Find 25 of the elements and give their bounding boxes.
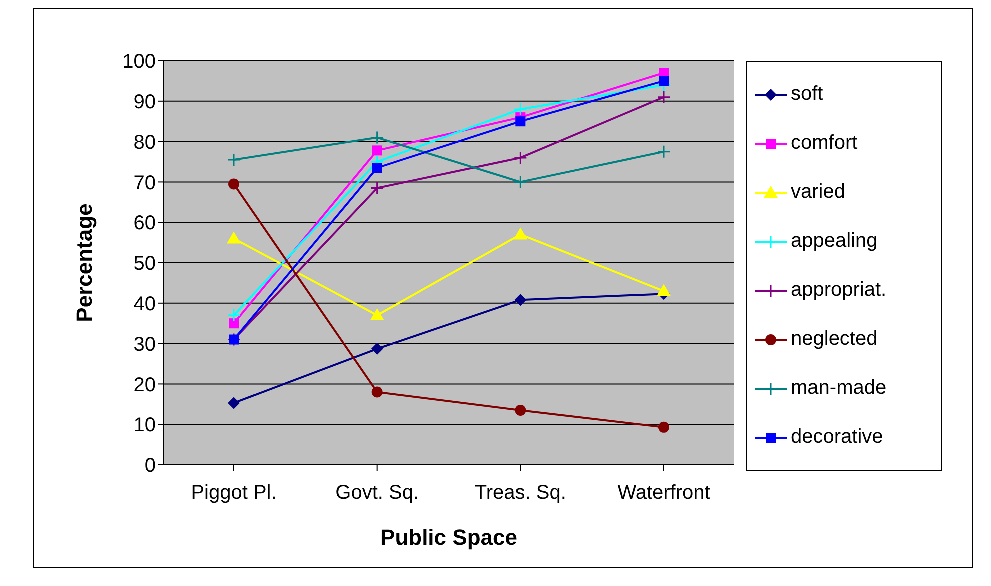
y-tick-label: 40 [134,294,156,316]
x-tick-label: Treas. Sq. [474,482,566,504]
legend-label: man-made [791,377,887,400]
x-tick-label: Waterfront [618,482,711,504]
legend-label: appropriat. [791,279,887,302]
y-tick-label: 80 [134,132,156,154]
x-axis-title: Public Space [380,525,518,550]
y-tick-label: 10 [134,414,156,437]
y-axis-title: Percentage [72,204,97,322]
legend-label: soft [791,83,824,106]
y-tick-label: 100 [122,51,156,74]
y-tick-label: 70 [134,172,156,194]
y-tick-label: 20 [134,374,156,396]
y-tick-label: 50 [134,253,156,276]
legend-label: decorative [791,426,884,449]
legend-label: comfort [791,132,858,155]
legend-label: neglected [791,328,878,351]
x-tick-label: Govt. Sq. [336,482,420,504]
y-tick-label: 60 [134,212,156,235]
y-tick-label: 90 [134,92,156,114]
legend-label: appealing [791,230,878,253]
y-tick-label: 0 [144,455,156,478]
y-tick-label: 30 [134,334,156,356]
x-tick-label: Piggot Pl. [191,482,277,504]
legend-label: varied [791,181,846,204]
